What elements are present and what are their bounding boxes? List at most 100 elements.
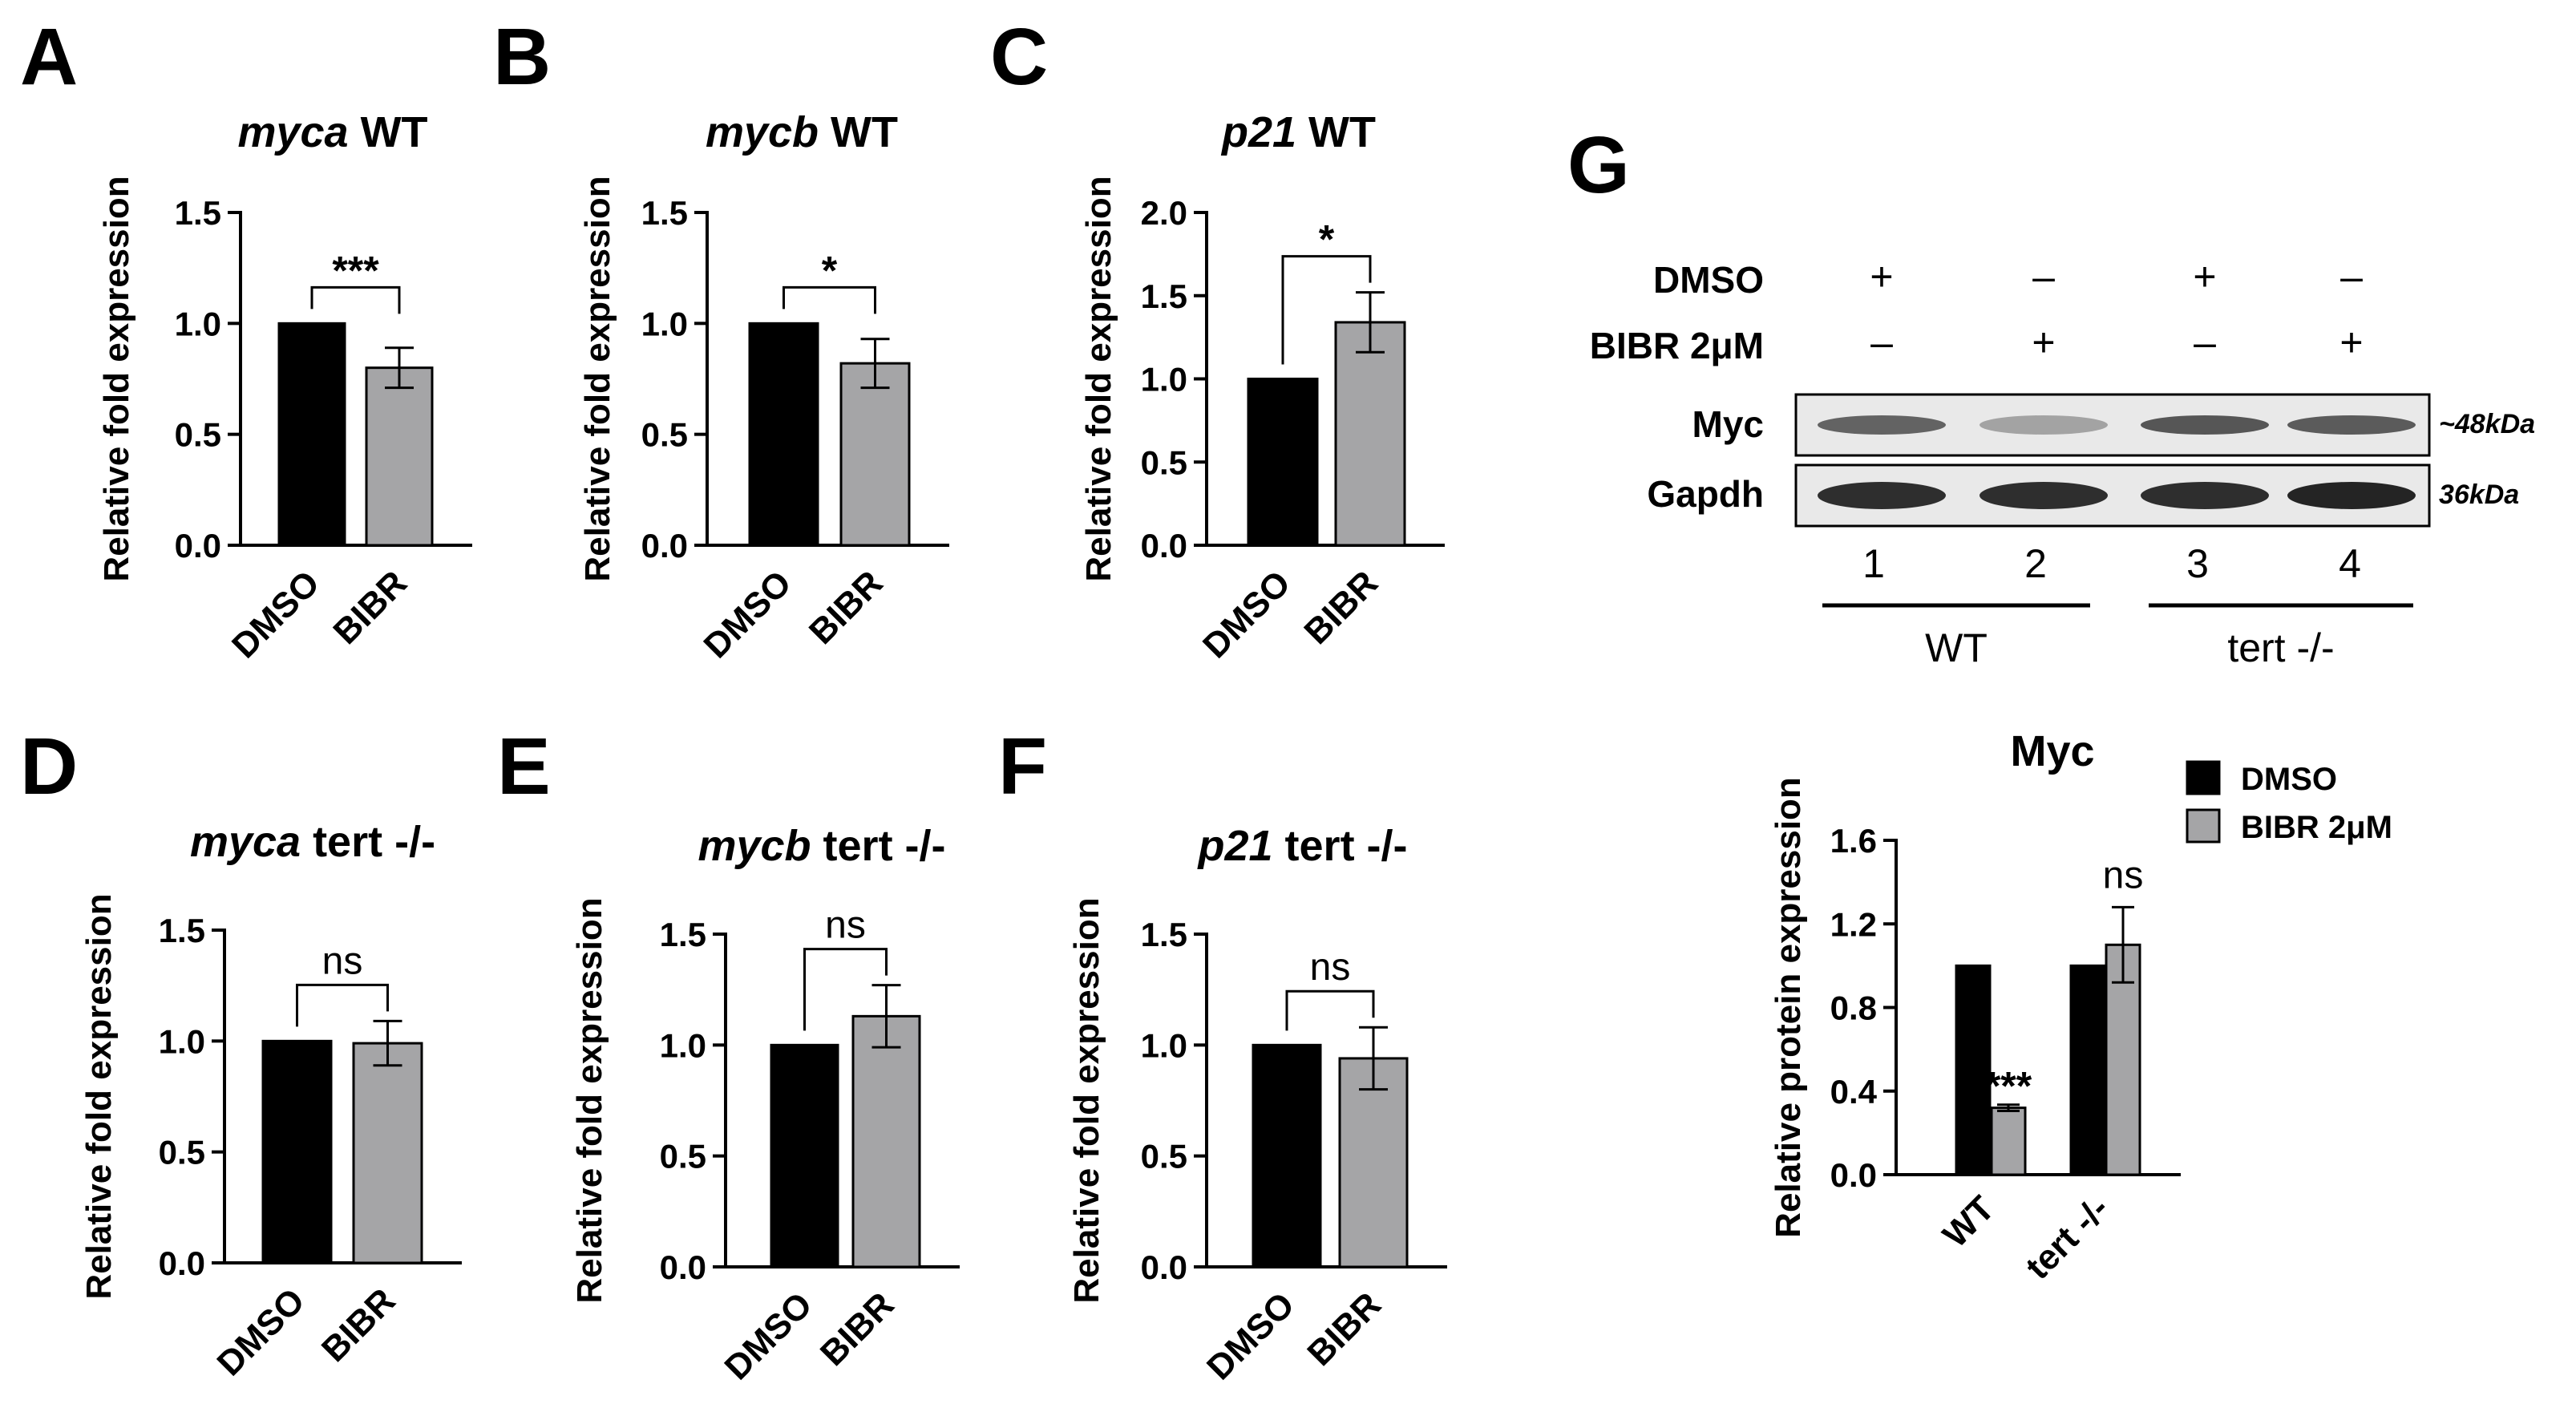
x-tick-label: DMSO	[224, 563, 327, 666]
x-tick-label: tert -/-	[2018, 1188, 2117, 1287]
y-tick-label: 1.0	[1141, 1026, 1187, 1064]
chart-title-suffix: tert -/-	[811, 822, 946, 870]
chart-title: myca tert -/-	[190, 818, 435, 866]
blot-sign: +	[1870, 254, 1893, 299]
chart-title: myca WT	[237, 108, 427, 156]
chart-title: p21 WT	[1220, 108, 1376, 156]
bar-bibr	[1334, 321, 1406, 547]
panel-letter-c: C	[990, 12, 1048, 102]
blot-sign: +	[2339, 320, 2363, 365]
x-tick-label: BIBR	[326, 563, 415, 652]
legend-swatch	[2186, 808, 2221, 844]
significance-bracket	[310, 285, 401, 314]
bar-bibr	[839, 362, 911, 547]
chart-title: mycb WT	[706, 108, 898, 156]
y-tick-label: 0.4	[1830, 1073, 1878, 1111]
y-tick-label: 0.0	[641, 527, 688, 564]
blot-sign: –	[2194, 320, 2216, 365]
y-axis-label: Relative fold expression	[97, 176, 136, 581]
blot-band	[2287, 482, 2416, 509]
significance-label: ns	[322, 940, 363, 982]
chart-title: Myc	[2010, 727, 2094, 775]
y-tick-label: 1.0	[175, 305, 221, 342]
y-axis-label: Relative fold expression	[1067, 897, 1106, 1303]
blot-lane-number: 4	[2339, 541, 2361, 586]
significance-bracket	[296, 983, 389, 1027]
y-tick-label: 1.0	[159, 1022, 205, 1060]
bar-dmso	[1247, 378, 1319, 547]
chart-title-suffix: tert -/-	[1273, 822, 1408, 870]
legend-label: DMSO	[2241, 762, 2337, 797]
chart-title-suffix: WT	[349, 108, 428, 156]
y-axis-label: Relative fold expression	[1079, 176, 1118, 581]
bar-dmso	[770, 1043, 839, 1268]
y-tick-label: 1.0	[1141, 361, 1187, 399]
x-tick-label: BIBR	[802, 563, 891, 652]
blot-row-label-bibr: BIBR 2μM	[1590, 325, 1764, 366]
bar-dmso	[1252, 1043, 1322, 1268]
blot-band	[1980, 482, 2108, 509]
x-tick-label: DMSO	[1199, 1285, 1302, 1387]
y-tick-label: 0.0	[1141, 527, 1187, 564]
western-blot: G DMSO BIBR 2μM + – + – – + – + Myc Gapd…	[1567, 120, 2535, 670]
chart-panel-g-bars: Myc Relative protein expression 0.0 0.4 0.8 1…	[1769, 727, 2392, 1287]
y-tick-label: 0.5	[1141, 443, 1187, 481]
bar-bibr	[352, 1042, 423, 1264]
y-tick-label: 0.0	[1830, 1156, 1877, 1194]
blot-size-gapdh: 36kDa	[2439, 479, 2519, 510]
significance-label: *	[822, 248, 838, 293]
legend-swatch	[2186, 760, 2221, 795]
significance-label: ns	[825, 904, 866, 947]
y-tick-label: 2.0	[1141, 194, 1187, 232]
blot-row-label-dmso: DMSO	[1653, 259, 1764, 301]
y-axis-label: Relative fold expression	[79, 893, 119, 1299]
panel-letter-d: D	[20, 722, 78, 811]
bar-dmso	[2069, 964, 2106, 1176]
y-tick-label: 1.5	[175, 194, 221, 232]
bar-dmso	[1955, 964, 1992, 1176]
x-tick-label: DMSO	[210, 1281, 313, 1383]
y-axis-label: Relative fold expression	[578, 176, 617, 581]
bar-dmso	[277, 322, 346, 547]
bar-bibr	[851, 1014, 921, 1268]
x-tick-label: BIBR	[314, 1281, 403, 1370]
x-tick-label: BIBR	[1300, 1285, 1389, 1374]
significance-label: ***	[332, 248, 379, 293]
x-tick-label: WT	[1935, 1188, 2002, 1255]
y-tick-label: 1.5	[159, 912, 205, 949]
chart-title: mycb tert -/-	[698, 822, 945, 870]
chart-title-suffix: tert -/-	[301, 818, 435, 866]
blot-sign: –	[2032, 254, 2055, 299]
blot-sign: –	[1870, 320, 1893, 365]
chart-title-gene: myca	[190, 818, 301, 866]
panel-letter-f: F	[998, 722, 1047, 811]
bar-bibr	[1338, 1057, 1409, 1268]
panel-letter-g: G	[1567, 120, 1630, 210]
x-tick-label: DMSO	[697, 563, 799, 666]
significance-label: ns	[2103, 854, 2144, 896]
blot-band-label-myc: Myc	[1692, 403, 1764, 445]
y-axis-label: Relative protein expression	[1769, 777, 1808, 1238]
bar-dmso	[261, 1039, 333, 1264]
x-tick-label: BIBR	[1296, 563, 1385, 652]
chart-title-gene: myca	[237, 108, 348, 156]
blot-sign: –	[2340, 254, 2363, 299]
y-tick-label: 1.5	[1141, 277, 1187, 315]
y-axis-label: Relative fold expression	[570, 897, 609, 1303]
blot-band	[1818, 482, 1946, 509]
blot-group-label-wt: WT	[1925, 625, 1988, 670]
legend-label: BIBR 2μM	[2241, 810, 2392, 845]
blot-band	[2141, 415, 2269, 435]
y-tick-label: 0.8	[1830, 989, 1877, 1027]
blot-band	[2141, 482, 2269, 509]
y-tick-label: 1.0	[641, 305, 688, 342]
x-tick-label: BIBR	[813, 1285, 902, 1374]
panel-letter-a: A	[20, 12, 78, 102]
significance-bracket	[1281, 255, 1372, 365]
chart-title-suffix: WT	[819, 108, 898, 156]
blot-lane-number: 1	[1862, 541, 1885, 586]
